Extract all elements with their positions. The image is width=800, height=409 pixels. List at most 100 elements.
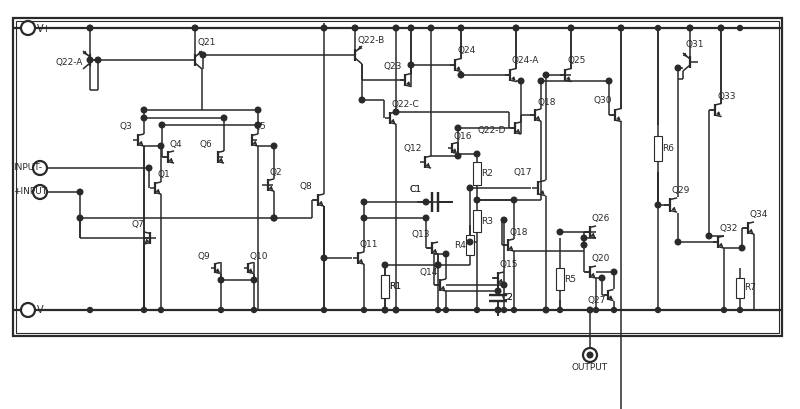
Circle shape [474,151,480,157]
Text: Q4: Q4 [170,139,182,148]
Circle shape [655,202,661,208]
Circle shape [21,303,35,317]
Circle shape [675,65,681,71]
Text: Q2: Q2 [270,168,282,177]
Text: Q15: Q15 [500,261,518,270]
Text: R4: R4 [454,240,466,249]
Text: Q22-C: Q22-C [392,101,420,110]
Text: Q32: Q32 [720,225,738,234]
Circle shape [618,25,624,31]
Text: Q24: Q24 [457,47,475,56]
Circle shape [362,308,366,312]
Text: R1: R1 [389,282,401,291]
Circle shape [141,107,147,113]
Circle shape [474,197,480,203]
Circle shape [251,277,257,283]
Circle shape [543,307,549,313]
Circle shape [382,307,388,313]
Circle shape [455,125,461,131]
Bar [473,210,481,232]
Circle shape [511,308,517,312]
Bar [654,136,662,161]
Circle shape [95,57,101,63]
Text: INPUT-: INPUT- [13,164,42,173]
Circle shape [251,308,257,312]
Text: Q29: Q29 [672,186,690,195]
Text: R2: R2 [481,169,493,178]
Text: Q17: Q17 [513,168,531,177]
Text: Q3: Q3 [119,123,132,132]
Circle shape [514,25,518,31]
Text: Q18: Q18 [510,227,529,236]
Text: Q14: Q14 [419,267,438,276]
Circle shape [587,352,593,358]
Circle shape [77,189,83,195]
Circle shape [458,25,464,31]
Bar [16,21,779,333]
Text: Q11: Q11 [360,240,378,249]
Circle shape [21,21,35,35]
Circle shape [611,269,617,275]
Text: C1: C1 [410,184,422,193]
Circle shape [87,308,93,312]
Text: Q22-B: Q22-B [357,36,384,45]
Text: Q18: Q18 [537,97,555,106]
Text: Q5: Q5 [254,123,266,132]
Bar [381,275,389,298]
Text: OUTPUT: OUTPUT [572,364,608,373]
Circle shape [495,288,501,294]
Circle shape [722,308,726,312]
Circle shape [718,25,723,31]
Text: Q33: Q33 [717,92,735,101]
Bar [466,235,474,255]
Circle shape [568,25,574,31]
Circle shape [271,215,277,221]
Circle shape [501,282,507,288]
Text: R5: R5 [564,274,576,283]
Text: Q25: Q25 [567,56,586,65]
Bar [473,162,481,185]
Text: Q23: Q23 [383,61,402,70]
Circle shape [502,308,506,312]
Bar [736,278,744,299]
Text: Q16: Q16 [454,132,473,141]
Circle shape [158,308,163,312]
Circle shape [511,197,517,203]
Circle shape [359,97,365,103]
Text: Q22-D: Q22-D [477,126,506,135]
Circle shape [141,115,147,121]
Bar [13,18,782,336]
Circle shape [322,308,326,312]
Circle shape [408,25,414,31]
Circle shape [394,25,398,31]
Circle shape [706,233,712,239]
Circle shape [409,25,414,31]
Circle shape [581,242,586,248]
Text: Q21: Q21 [197,38,215,47]
Bar [381,275,389,298]
Circle shape [158,143,164,149]
Circle shape [193,25,198,31]
Circle shape [455,153,461,159]
Circle shape [606,78,612,84]
Circle shape [77,215,83,221]
Circle shape [569,25,574,31]
Circle shape [611,308,617,312]
Text: Q6: Q6 [199,139,212,148]
Circle shape [655,308,661,312]
Circle shape [618,25,623,31]
Text: Q27: Q27 [588,297,606,306]
Circle shape [435,308,441,312]
Circle shape [458,72,464,78]
Circle shape [408,62,414,68]
Circle shape [362,215,366,221]
Text: Q30: Q30 [593,97,611,106]
Circle shape [458,25,463,31]
Circle shape [423,199,429,205]
Text: V+: V+ [37,24,52,34]
Circle shape [594,308,598,312]
Circle shape [218,277,224,283]
Circle shape [33,161,47,175]
Circle shape [675,239,681,245]
Text: Q34: Q34 [750,211,768,220]
